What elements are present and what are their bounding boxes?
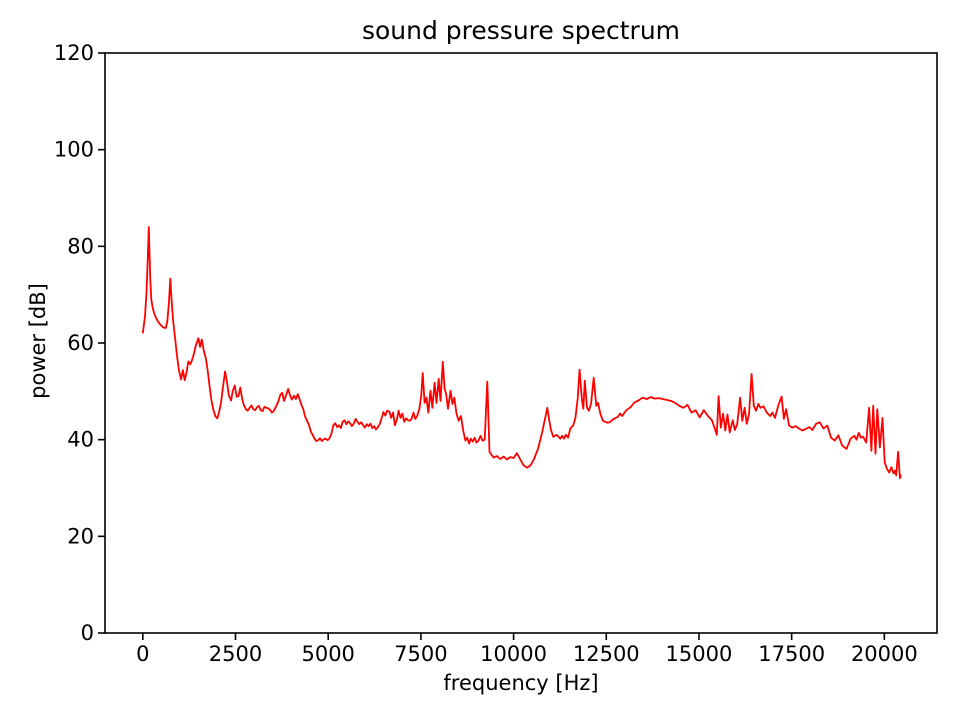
y-tick-label: 120 xyxy=(54,41,94,65)
plot-area xyxy=(105,53,937,633)
x-tick-label: 12500 xyxy=(573,642,640,666)
x-tick-label: 17500 xyxy=(758,642,825,666)
axes-frame xyxy=(104,52,938,634)
x-tick-label: 2500 xyxy=(209,642,262,666)
chart-title: sound pressure spectrum xyxy=(361,16,681,45)
spectrum-line xyxy=(141,226,902,480)
y-tick-label: 60 xyxy=(67,331,94,355)
y-tick-label: 100 xyxy=(54,138,94,162)
y-axis-ticks: 0 20 40 60 80 100 120 xyxy=(54,41,105,645)
x-axis-ticks: 0 2500 5000 7500 10000 12500 15000 17500 20000 xyxy=(136,633,918,666)
x-tick-label: 10000 xyxy=(480,642,547,666)
x-axis-label: frequency [Hz] xyxy=(443,671,599,695)
x-tick-label: 5000 xyxy=(301,642,354,666)
x-tick-label: 15000 xyxy=(666,642,733,666)
y-tick-label: 20 xyxy=(67,524,94,548)
x-tick-label: 7500 xyxy=(394,642,447,666)
x-tick-label: 0 xyxy=(136,642,149,666)
y-tick-label: 80 xyxy=(67,234,94,258)
y-tick-label: 40 xyxy=(67,428,94,452)
y-axis-label: power [dB] xyxy=(26,283,50,399)
y-tick-label: 0 xyxy=(81,621,94,645)
x-tick-label: 20000 xyxy=(851,642,918,666)
